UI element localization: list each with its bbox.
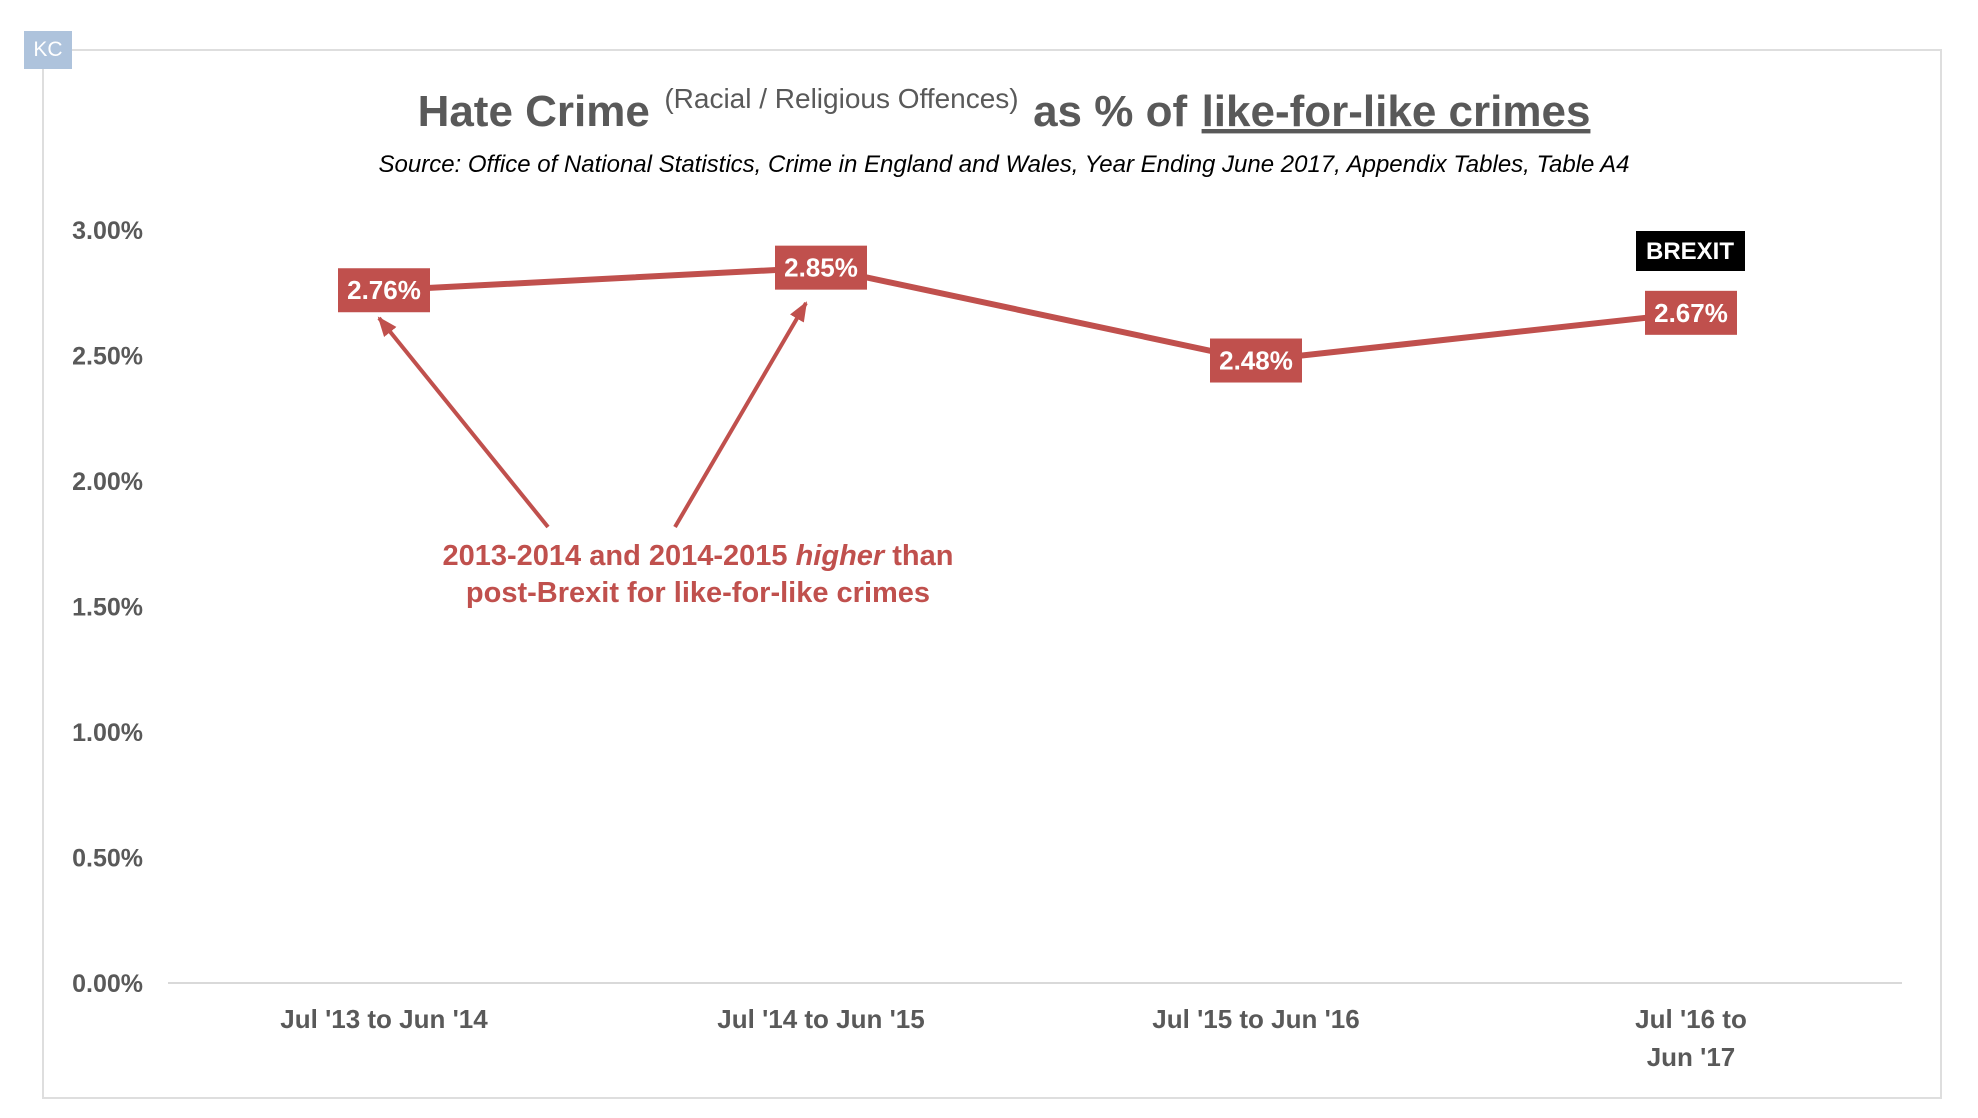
data-label: 2.85% (784, 253, 858, 283)
annotation-line1-b: than (884, 540, 953, 572)
data-label: 2.48% (1219, 346, 1293, 376)
brexit-marker-box (1636, 231, 1745, 271)
x-tick-labels: Jul '13 to Jun '14 Jul '14 to Jun '15 Jul … (280, 1004, 1747, 1072)
annotation-text-line2: post-Brexit for like-for-like crimes (466, 577, 930, 609)
y-tick-labels: 0.00% 0.50% 1.00% 1.50% 2.00% 2.50% 3.00% (72, 217, 143, 998)
y-tick-label: 2.50% (72, 343, 143, 371)
data-label-box (338, 268, 430, 313)
data-label-box (1210, 338, 1302, 383)
annotation-arrow-right (673, 301, 808, 529)
kc-badge: KC (24, 31, 72, 69)
data-label-box (775, 245, 867, 290)
title-paren: (Racial / Religious Offences) (664, 83, 1018, 114)
series-line (383, 264, 1692, 364)
annotation-line1-a: 2013-2014 and 2014-2015 (442, 540, 795, 572)
annotation-arrows (377, 301, 808, 529)
y-tick-label: 1.50% (72, 594, 143, 622)
y-tick-label: 0.50% (72, 845, 143, 873)
x-tick-label: Jun '17 (1647, 1042, 1736, 1072)
title-main: Hate Crime (418, 87, 650, 136)
y-tick-label: 3.00% (72, 217, 143, 245)
series-line-group (383, 264, 1692, 364)
y-tick-label: 2.00% (72, 468, 143, 496)
data-label: 2.67% (1654, 298, 1728, 328)
chart-subtitle: Source: Office of National Statistics, C… (379, 151, 1630, 178)
x-tick-label: Jul '16 to (1635, 1004, 1747, 1034)
title-underlined: like-for-like crimes (1202, 87, 1591, 136)
y-tick-label: 0.00% (72, 970, 143, 998)
data-label-box (1645, 290, 1737, 335)
chart-frame (42, 49, 1942, 1099)
x-tick-label: Jul '13 to Jun '14 (280, 1004, 488, 1034)
x-tick-label: Jul '15 to Jun '16 (1152, 1004, 1359, 1034)
y-tick-label: 1.00% (72, 719, 143, 747)
brexit-marker-label: BREXIT (1646, 238, 1734, 265)
chart-title: Hate Crime (Racial / Religious Offences)… (418, 83, 1591, 136)
annotation-line1-em: higher (796, 540, 886, 572)
data-labels: 2.76% 2.85% 2.48% 2.67% (338, 245, 1737, 383)
x-tick-label: Jul '14 to Jun '15 (717, 1004, 924, 1034)
data-label: 2.76% (347, 275, 421, 305)
title-mid: as % of (1033, 87, 1187, 136)
annotation-arrow-left (377, 316, 550, 529)
annotation-text: 2013-2014 and 2014-2015 higher than (442, 540, 953, 572)
